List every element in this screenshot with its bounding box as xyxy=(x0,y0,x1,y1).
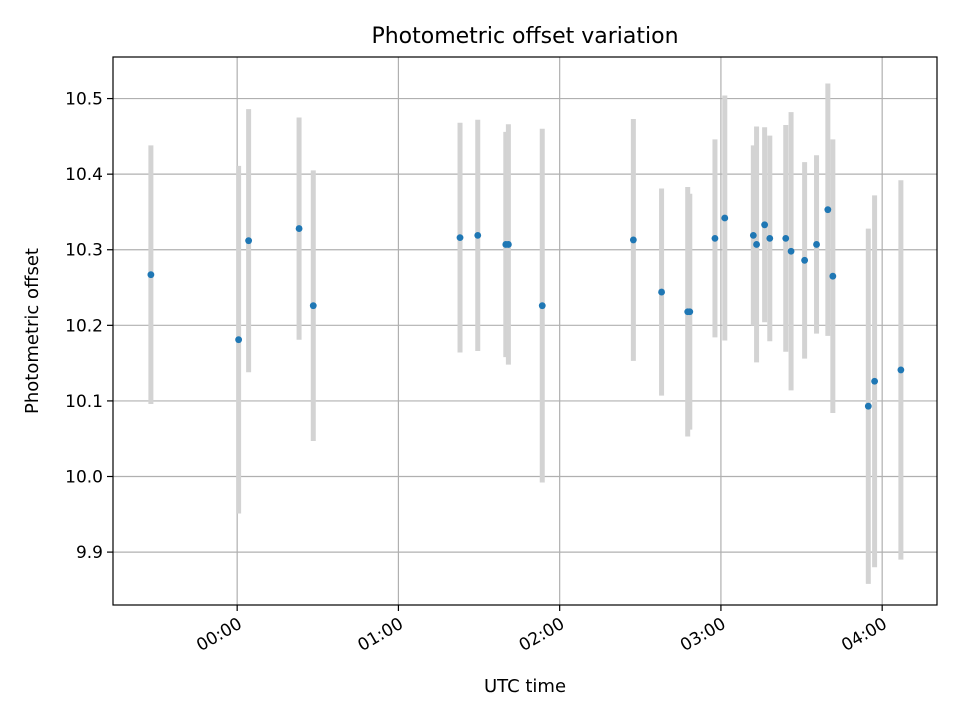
data-point xyxy=(813,241,820,248)
y-tick-label: 10.2 xyxy=(65,316,103,336)
data-point xyxy=(538,302,546,310)
data-point xyxy=(629,236,637,244)
data-point xyxy=(824,206,832,214)
data-point xyxy=(749,231,757,239)
y-tick-label: 10.1 xyxy=(65,392,103,412)
y-tick-label: 9.9 xyxy=(76,543,103,563)
y-axis-ticks: 9.9 10.0 10.1 10.2 10.3 10.4 10.5 xyxy=(65,90,113,563)
data-point xyxy=(871,377,878,385)
x-tick-label: 04:00 xyxy=(838,614,890,656)
data-point xyxy=(897,366,905,374)
data-point xyxy=(295,225,303,232)
x-axis-ticks: 00:00 01:00 02:00 03:00 04:00 xyxy=(193,605,891,656)
data-point xyxy=(711,235,719,242)
data-point xyxy=(474,231,482,239)
data-point xyxy=(658,288,665,296)
x-tick-label: 03:00 xyxy=(677,614,729,656)
data-point xyxy=(456,234,464,242)
data-point xyxy=(309,302,317,310)
data-point xyxy=(801,256,809,264)
plot-area-frame xyxy=(112,56,938,606)
y-tick-label: 10.3 xyxy=(65,241,103,261)
y-tick-label: 10.5 xyxy=(65,90,103,110)
x-axis-label: UTC time xyxy=(484,676,566,697)
data-point xyxy=(787,247,795,255)
data-point xyxy=(504,241,512,248)
data-points xyxy=(147,206,905,410)
data-point xyxy=(147,271,155,279)
y-axis-label: Photometric offset xyxy=(22,248,43,414)
x-tick-label: 02:00 xyxy=(516,614,568,656)
data-point xyxy=(761,221,769,229)
data-point xyxy=(721,214,729,222)
data-point xyxy=(686,308,694,316)
data-point xyxy=(245,237,253,245)
y-tick-label: 10.4 xyxy=(65,165,103,185)
data-point xyxy=(864,402,872,410)
error-bars xyxy=(148,83,904,584)
x-tick-label: 00:00 xyxy=(193,614,245,656)
x-tick-label: 01:00 xyxy=(354,614,406,656)
y-tick-label: 10.0 xyxy=(65,468,103,488)
data-point xyxy=(782,235,790,242)
data-point xyxy=(235,336,243,344)
data-point xyxy=(766,235,774,242)
chart-title: Photometric offset variation xyxy=(371,24,678,49)
data-point xyxy=(829,272,837,280)
data-point xyxy=(753,241,760,248)
